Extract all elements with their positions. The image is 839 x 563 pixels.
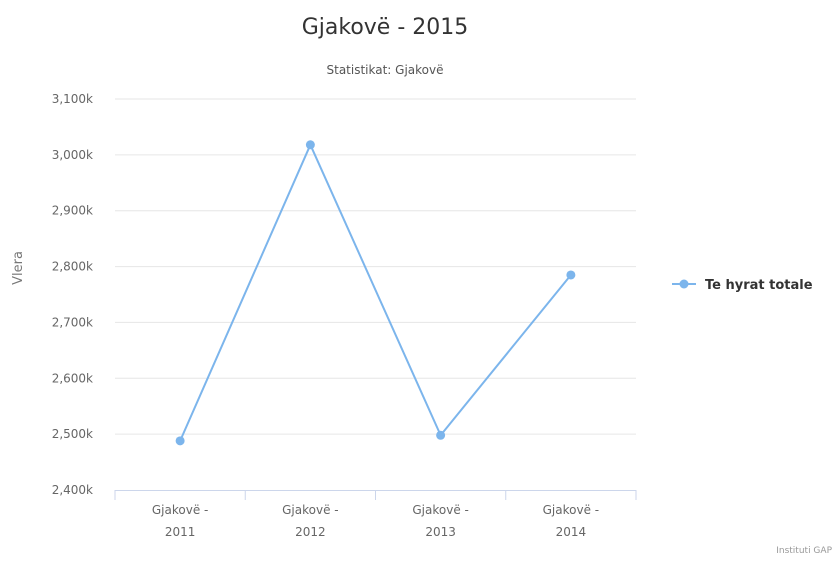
y-tick-label: 2,900k <box>52 204 93 218</box>
legend[interactable]: Te hyrat totale <box>672 278 813 293</box>
x-tick-label: Gjakovë - 2013 <box>412 503 468 539</box>
chart-subtitle: Statistikat: Gjakovë <box>327 63 444 77</box>
x-tick-label-line: 2011 <box>165 525 196 539</box>
y-tick-label: 2,600k <box>52 371 93 385</box>
data-point[interactable] <box>175 436 185 446</box>
x-tick-label-line: Gjakovë - <box>282 503 338 517</box>
x-tick-label-line: Gjakovë - <box>543 503 599 517</box>
y-tick-label: 3,100k <box>52 92 93 106</box>
series-line <box>179 143 572 442</box>
y-axis-title: Vlera <box>11 251 26 285</box>
x-tick-label-line: 2013 <box>425 525 456 539</box>
chart-title: Gjakovë - 2015 <box>302 15 469 40</box>
x-tick-label-line: Gjakovë - <box>152 503 208 517</box>
data-point[interactable] <box>436 430 446 440</box>
legend-item-label[interactable]: Te hyrat totale <box>705 278 813 293</box>
y-axis-ticks: 2,400k 2,500k 2,600k 2,700k 2,800k 2,900k 3,00… <box>52 92 93 497</box>
y-tick-label: 2,800k <box>52 260 93 274</box>
x-tick-label-line: Gjakovë - <box>412 503 468 517</box>
y-tick-label: 3,000k <box>52 148 93 162</box>
x-tick-label: Gjakovë - 2012 <box>282 503 338 539</box>
x-tick-label-line: 2012 <box>295 525 326 539</box>
x-tick-label: Gjakovë - 2014 <box>543 503 599 539</box>
data-point[interactable] <box>566 270 576 280</box>
series-group <box>175 140 576 446</box>
y-tick-label: 2,400k <box>52 483 93 497</box>
grid-lines <box>115 98 636 435</box>
legend-point-marker <box>679 279 689 289</box>
x-tick-label-line: 2014 <box>556 525 587 539</box>
y-tick-label: 2,500k <box>52 427 93 441</box>
y-tick-label: 2,700k <box>52 315 93 329</box>
data-point[interactable] <box>305 140 315 150</box>
credits[interactable]: Instituti GAP <box>776 546 832 556</box>
x-tick-label: Gjakovë - 2011 <box>152 503 208 539</box>
